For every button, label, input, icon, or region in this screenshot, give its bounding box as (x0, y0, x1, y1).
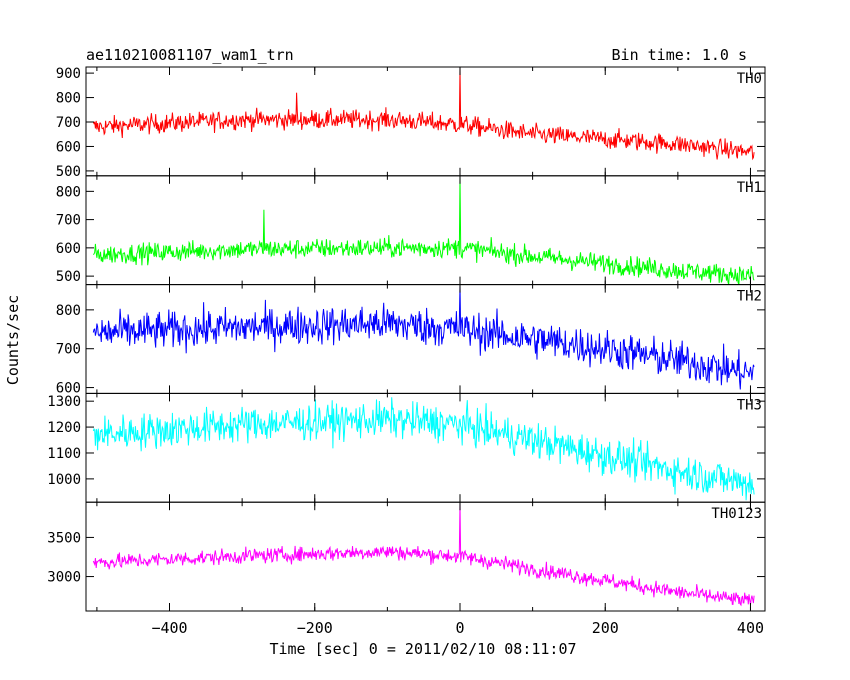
y-axis-label: Counts/sec (4, 295, 22, 385)
x-axis: −400 −200 0 200 400 (151, 619, 764, 637)
y-tick-label: 3500 (47, 530, 81, 546)
panel-frame (85, 392, 766, 503)
panel-label: TH0 (737, 71, 762, 87)
y-tick-label: 500 (56, 269, 81, 285)
panel-th2: 600 700 800 TH2 (56, 284, 766, 397)
x-tick-label: 0 (455, 619, 464, 637)
x-tick-label: 400 (737, 619, 764, 637)
y-tick-label: 600 (56, 139, 81, 155)
series-line-th2 (92, 284, 755, 390)
series-line-th3 (92, 397, 755, 501)
y-tick-label: 700 (56, 342, 81, 358)
panels: 500 600 700 800 900 TH0 500 600 700 800 TH1 600 700 8… (47, 66, 766, 612)
panel-label: TH2 (737, 289, 762, 305)
series-line-th0123 (92, 502, 755, 607)
y-tick-label: 1300 (47, 394, 81, 410)
panel-frame (85, 501, 766, 612)
x-axis-label: Time [sec] 0 = 2011/02/10 08:11:07 (269, 640, 576, 658)
y-tick-label: 800 (56, 91, 81, 107)
x-tick-label: −200 (297, 619, 333, 637)
y-tick-label: 600 (56, 241, 81, 257)
y-tick-label: 800 (56, 184, 81, 200)
y-tick-label: 800 (56, 303, 81, 319)
panel-th0: 500 600 700 800 900 TH0 (56, 66, 766, 180)
series-line-th1 (92, 175, 755, 285)
chart-title: ae110210081107_wam1_trn (86, 46, 294, 64)
y-tick-label: 500 (56, 164, 81, 180)
y-tick-label: 900 (56, 66, 81, 82)
panel-label: TH3 (737, 397, 762, 413)
y-tick-label: 1200 (47, 420, 81, 436)
panel-label: TH0123 (711, 506, 762, 522)
y-tick-label: 1100 (47, 446, 81, 462)
y-tick-label: 3000 (47, 570, 81, 586)
panel-th0123: 3000 3500 TH0123 (47, 501, 766, 612)
panel-th1: 500 600 700 800 TH1 (56, 175, 766, 285)
y-tick-label: 1000 (47, 472, 81, 488)
panel-label: TH1 (737, 180, 762, 196)
bin-time-label: Bin time: 1.0 s (612, 46, 747, 64)
series-line-th0 (92, 67, 755, 161)
y-tick-label: 700 (56, 115, 81, 131)
panel-th3: 1000 1100 1200 1300 TH3 (47, 392, 766, 503)
y-tick-label: 700 (56, 213, 81, 229)
y-tick-label: 600 (56, 381, 81, 397)
x-tick-label: 200 (592, 619, 619, 637)
x-tick-label: −400 (151, 619, 187, 637)
